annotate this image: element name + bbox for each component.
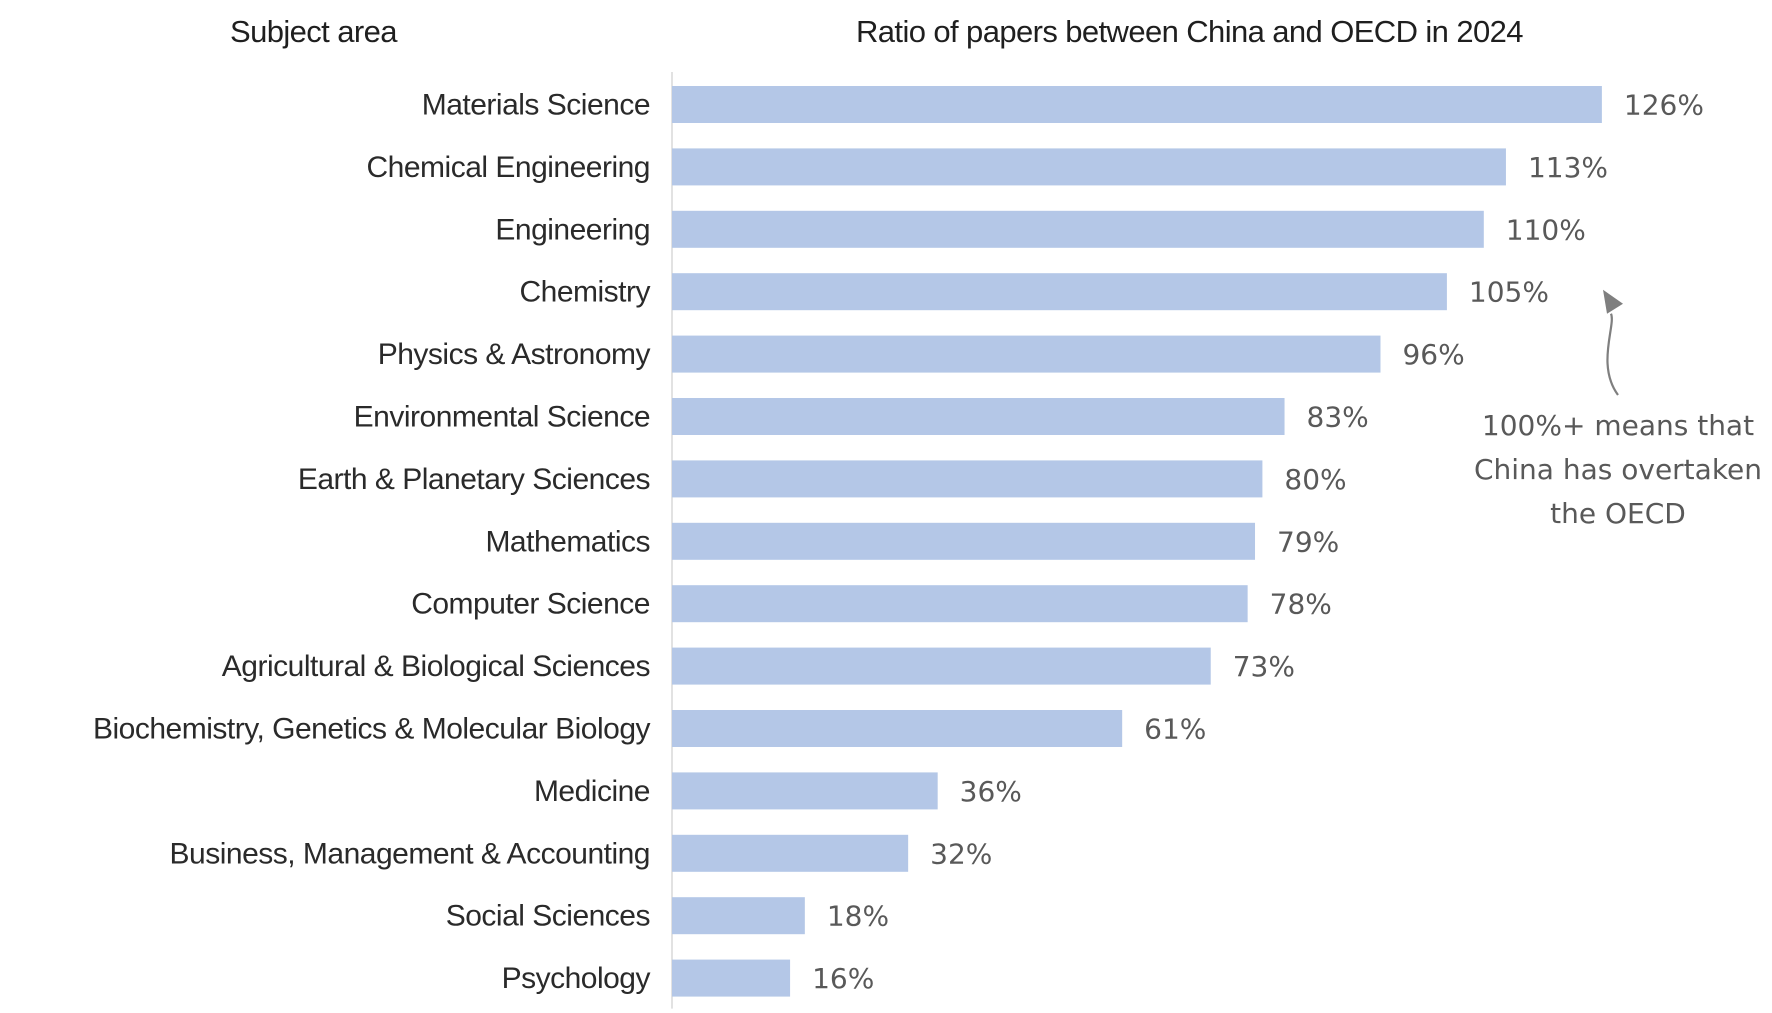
data-label-psychology: 16% [812,962,874,995]
category-label-physics-and-astronomy: Physics & Astronomy [378,338,651,371]
bar-computer-science [672,585,1248,623]
bar-engineering [672,210,1484,248]
annotation-line-2: China has overtaken [1474,453,1762,486]
data-label-computer-science: 78% [1270,588,1332,621]
category-label-medicine: Medicine [534,775,650,808]
category-label-social-sciences: Social Sciences [446,900,650,933]
category-label-materials-science: Materials Science [422,89,650,122]
bar-business-management-and-accounting [672,834,909,872]
category-label-earth-and-planetary-sciences: Earth & Planetary Sciences [298,463,650,496]
chart-title: Ratio of papers between China and OECD i… [856,14,1523,49]
bar-medicine [672,772,938,810]
data-label-biochemistry-genetics-and-molecular-biology: 61% [1144,713,1206,746]
data-label-medicine: 36% [960,775,1022,808]
category-label-biochemistry-genetics-and-molecular-biology: Biochemistry, Genetics & Molecular Biolo… [93,713,650,746]
category-label-engineering: Engineering [495,213,650,246]
data-label-materials-science: 126% [1624,89,1704,122]
bar-biochemistry-genetics-and-molecular-biology [672,710,1123,747]
bar-agricultural-and-biological-sciences [672,647,1211,685]
data-label-chemistry: 105% [1469,276,1549,309]
category-label-computer-science: Computer Science [411,588,650,621]
data-label-mathematics: 79% [1277,525,1339,558]
data-label-agricultural-and-biological-sciences: 73% [1233,650,1295,683]
bar-chemistry [672,273,1447,311]
data-label-earth-and-planetary-sciences: 80% [1284,463,1346,496]
data-label-chemical-engineering: 113% [1528,151,1608,184]
data-label-business-management-and-accounting: 32% [930,837,992,870]
category-label-mathematics: Mathematics [485,525,650,558]
annotation: 100%+ means that China has overtaken the O… [1474,409,1762,530]
category-label-chemical-engineering: Chemical Engineering [367,151,651,184]
bar-earth-and-planetary-sciences [672,460,1263,498]
category-label-business-management-and-accounting: Business, Management & Accounting [170,837,650,870]
data-label-social-sciences: 18% [827,900,889,933]
annotation-line-1: 100%+ means that [1482,409,1754,442]
bar-physics-and-astronomy [672,335,1381,373]
data-label-physics-and-astronomy: 96% [1402,338,1464,371]
category-label-environmental-science: Environmental Science [354,401,650,434]
category-label-psychology: Psychology [502,962,651,995]
annotation-line-3: the OECD [1550,497,1686,530]
annotation-arrow [1606,313,1619,396]
bar-psychology [672,959,791,997]
data-label-engineering: 110% [1506,213,1586,246]
category-label-agricultural-and-biological-sciences: Agricultural & Biological Sciences [222,650,650,683]
bar-social-sciences [672,897,805,935]
category-header: Subject area [230,14,397,49]
bar-mathematics [672,522,1256,560]
data-label-environmental-science: 83% [1307,401,1369,434]
annotation-arrow-head-icon [1603,289,1623,314]
bar-chemical-engineering [672,148,1506,186]
bar-environmental-science [672,398,1285,435]
category-label-chemistry: Chemistry [519,276,650,309]
bar-materials-science [672,86,1602,123]
